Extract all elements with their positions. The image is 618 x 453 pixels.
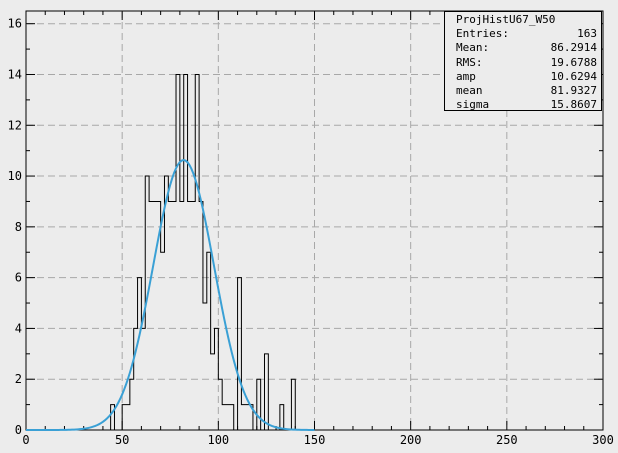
grid-lines (26, 11, 603, 430)
y-tick-label: 10 (8, 169, 22, 183)
y-tick-label: 0 (15, 423, 22, 437)
y-tick-label: 14 (8, 67, 22, 81)
stats-row-mean: Mean: 86.2914 (456, 41, 597, 55)
x-tick-label: 250 (496, 433, 518, 447)
x-tick-label: 0 (22, 433, 29, 447)
stats-row-fit-mean: mean 81.9327 (456, 84, 597, 98)
x-tick-label: 150 (304, 433, 326, 447)
stats-title: ProjHistU67_W50 (456, 13, 556, 26)
gaussian-fit-curve (26, 159, 315, 431)
stats-row-amp: amp 10.6294 (456, 69, 597, 83)
x-tick-label: 50 (115, 433, 129, 447)
y-tick-label: 6 (15, 271, 22, 285)
x-tick-label: 300 (592, 433, 614, 447)
y-tick-label: 4 (15, 321, 22, 335)
stats-box: ProjHistU67_W50 Entries: 163 Mean: 86.2914… (444, 11, 602, 111)
y-tick-label: 12 (8, 118, 22, 132)
y-tick-label: 2 (15, 372, 22, 386)
stats-row-rms: RMS: 19.6788 (456, 55, 597, 69)
y-tick-label: 8 (15, 220, 22, 234)
y-tick-label: 16 (8, 17, 22, 31)
stats-row-sigma: sigma 15.8607 (456, 98, 597, 112)
x-tick-label: 100 (207, 433, 229, 447)
histogram-steps (110, 73, 315, 431)
x-tick-label: 200 (400, 433, 422, 447)
tick-labels: 0 50 100 150 200 250 300 0 2 4 6 8 10 12 14 16 (8, 17, 614, 447)
stats-row-entries: Entries: 163 (456, 27, 597, 41)
